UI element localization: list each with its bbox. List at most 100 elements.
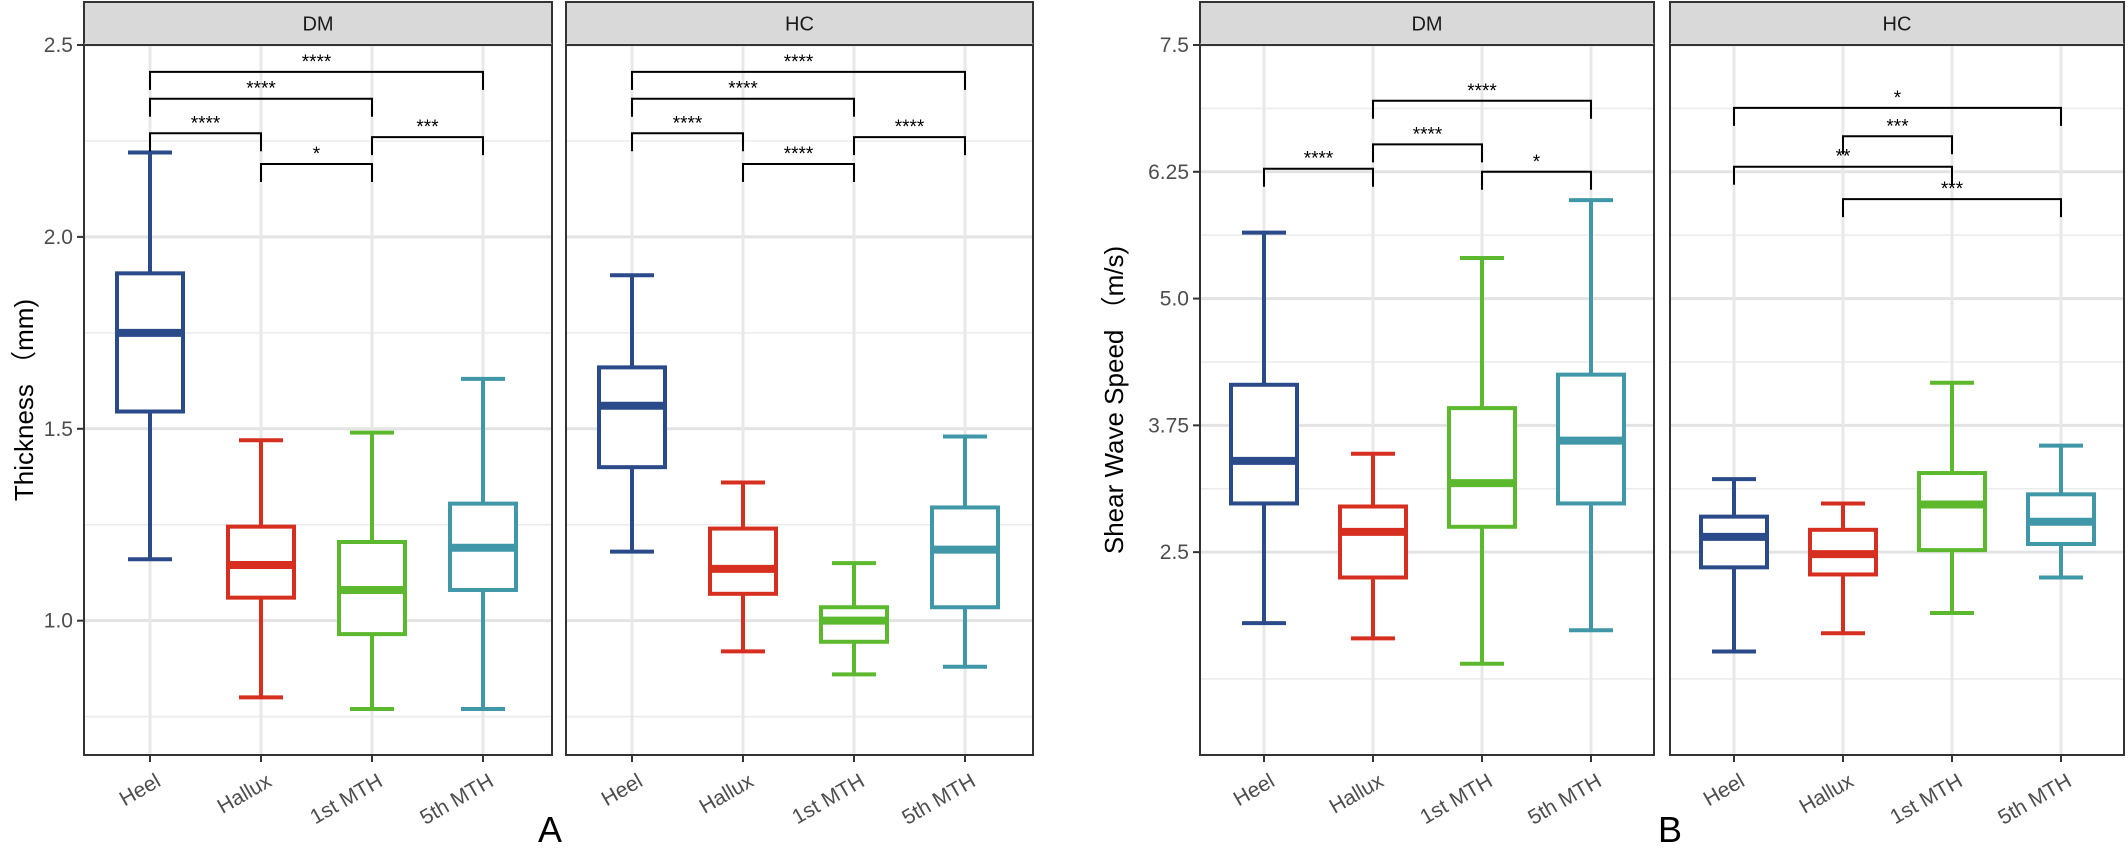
- x-tick-label: Hallux: [213, 769, 275, 818]
- x-tick-label: Heel: [1700, 769, 1749, 811]
- facet-strip: [565, 1, 1034, 46]
- significance-label: ****: [246, 79, 276, 100]
- box-iqr: [1447, 406, 1517, 529]
- box-iqr: [1229, 382, 1299, 506]
- bracket-line: [1372, 99, 1592, 119]
- y-tick-label: 2.5: [1160, 541, 1189, 564]
- significance-label: *: [1533, 152, 1541, 173]
- facet-frame: [565, 44, 1034, 756]
- bracket-line: [149, 132, 262, 152]
- facet-dm: DM************ *Heel Hallux 1st MTH 5th MTH: [1199, 1, 1655, 830]
- facet-strip: [83, 1, 553, 46]
- box-iqr: [1338, 504, 1408, 580]
- box-iqr: [1699, 514, 1769, 570]
- box-iqr: [708, 526, 778, 596]
- significance-label: ****: [784, 52, 814, 73]
- significance-label: ****: [673, 113, 703, 134]
- box-hallux: [708, 480, 778, 654]
- bracket-line: [631, 70, 966, 90]
- significance-bracket: *: [260, 144, 373, 182]
- panel-letter: A: [538, 809, 562, 850]
- significance-label: ****: [1304, 149, 1334, 170]
- facet-dm: DM************ ****Heel Hallux 1st MTH 5th M…: [83, 1, 553, 830]
- significance-label: ****: [1413, 124, 1443, 145]
- panel-letter: B: [1658, 809, 1682, 850]
- bracket-line: [631, 97, 855, 117]
- facet-frame: [83, 44, 553, 756]
- y-axis-title: Thickness （mm): [9, 299, 39, 501]
- significance-bracket: ****: [149, 52, 484, 90]
- bracket-line: [1842, 198, 2062, 218]
- bracket-line: [149, 70, 484, 90]
- y-axis-title: Shear Wave Speed （m/s): [1099, 246, 1129, 554]
- x-tick-label: Hallux: [695, 769, 757, 818]
- significance-label: ****: [728, 79, 758, 100]
- y-tick-label: 1.5: [44, 418, 73, 441]
- y-tick-label: 2.0: [44, 226, 73, 249]
- x-tick-label: 1st MTH: [1416, 769, 1496, 829]
- bracket-line: [149, 97, 373, 117]
- bracket-line: [853, 136, 966, 156]
- bracket-line: [371, 136, 484, 156]
- x-tick-label: 5th MTH: [416, 769, 497, 829]
- facet-frame: [1199, 44, 1655, 756]
- y-tick-label: 5.0: [1160, 288, 1189, 311]
- significance-bracket: ****: [853, 117, 966, 156]
- significance-label: ****: [784, 144, 814, 165]
- significance-bracket: ***: [1842, 179, 2062, 218]
- box-iqr: [1917, 471, 1987, 553]
- x-tick-label: 5th MTH: [1994, 769, 2075, 829]
- y-tick-label: 3.75: [1148, 414, 1189, 437]
- significance-label: ***: [416, 117, 439, 138]
- x-tick-label: Hallux: [1325, 769, 1387, 818]
- x-tick-label: 5th MTH: [898, 769, 979, 829]
- box-hallux: [226, 438, 296, 700]
- facet-strip-label: DM: [1411, 14, 1442, 36]
- box-heel: [597, 273, 667, 554]
- x-tick-label: 1st MTH: [788, 769, 868, 829]
- x-tick-label: Heel: [1230, 769, 1279, 811]
- y-tick-label: 1.0: [44, 610, 73, 633]
- box-heel: [1699, 477, 1769, 654]
- y-tick-label: 6.25: [1148, 161, 1189, 184]
- box-iqr: [930, 505, 1000, 610]
- box-5th-mth: [2026, 443, 2096, 580]
- bracket-line: [1733, 106, 2062, 126]
- facet-frame: [1669, 44, 2125, 756]
- bracket-line: [631, 132, 744, 152]
- x-tick-label: Heel: [598, 769, 647, 811]
- box-5th-mth: [1556, 198, 1626, 633]
- significance-bracket: ***: [371, 117, 484, 156]
- facet-strip-label: HC: [785, 14, 814, 36]
- significance-bracket: *: [1733, 88, 2062, 126]
- significance-bracket: ****: [631, 113, 744, 152]
- bracket-line: [1263, 167, 1374, 187]
- significance-label: ****: [1467, 81, 1497, 102]
- significance-bracket: ***: [1842, 116, 1953, 155]
- significance-label: *: [1894, 88, 1902, 109]
- box-iqr: [597, 365, 667, 470]
- box-1st-mth: [1917, 380, 1987, 615]
- significance-label: *: [313, 144, 321, 165]
- significance-bracket: ****: [742, 144, 855, 182]
- x-tick-label: 1st MTH: [1886, 769, 1966, 829]
- x-tick-label: Hallux: [1795, 769, 1857, 818]
- significance-bracket: ****: [631, 52, 966, 90]
- box-1st-mth: [1447, 256, 1517, 666]
- box-1st-mth: [337, 430, 407, 711]
- significance-label: ****: [302, 52, 332, 73]
- significance-label: **: [1836, 147, 1851, 168]
- box-hallux: [1808, 501, 1878, 636]
- significance-label: ****: [895, 117, 925, 138]
- bracket-line: [1372, 143, 1483, 163]
- bracket-line: [742, 162, 855, 182]
- significance-label: ****: [191, 113, 221, 134]
- y-tick-label: 7.5: [1160, 34, 1189, 57]
- facet-hc: HC*********Heel Hallux 1st MTH 5th MTH: [1669, 1, 2125, 830]
- significance-bracket: ****: [149, 79, 373, 117]
- x-tick-label: 5th MTH: [1524, 769, 1605, 829]
- facet-strip-label: HC: [1883, 14, 1912, 36]
- significance-bracket: **: [1733, 147, 1953, 185]
